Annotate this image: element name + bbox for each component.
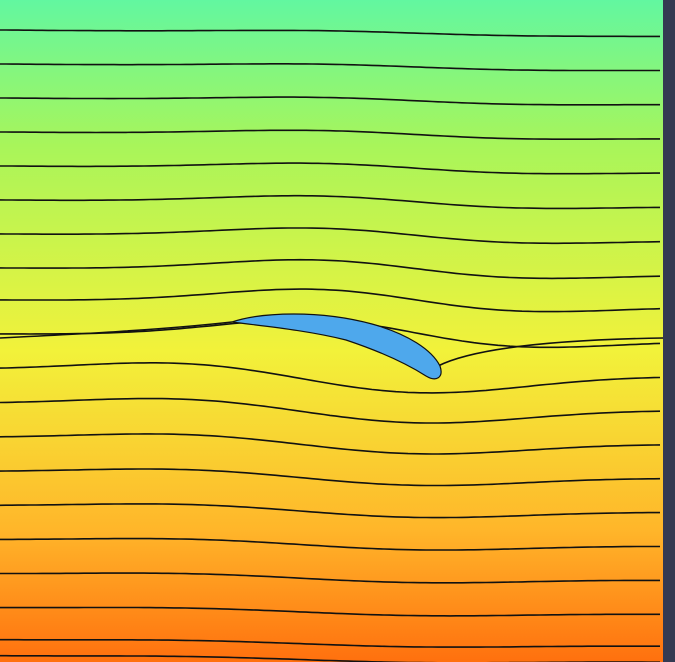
streamline-2: [0, 63, 660, 72]
streamline-5: [0, 162, 660, 175]
streamline-16: [0, 537, 660, 551]
streamline-3: [0, 96, 660, 106]
streamline-18: [0, 606, 660, 617]
airfoil-shape: [231, 313, 442, 380]
streamline-12: [0, 397, 661, 424]
streamline-6: [0, 194, 660, 210]
streamline-15: [0, 503, 660, 519]
streamline-9: [0, 288, 661, 313]
right-border-bar: [663, 0, 675, 662]
streamline-7: [0, 227, 661, 245]
streamline-20: [0, 654, 660, 662]
streamline-14: [0, 468, 661, 487]
streamline-17: [0, 572, 660, 584]
stagnation-streamline-trailing: [437, 337, 664, 367]
streamline-1: [0, 29, 660, 38]
streamline-11: [0, 362, 661, 394]
streamline-4: [0, 129, 660, 140]
streamline-8: [0, 258, 661, 280]
streamline-13: [0, 433, 661, 455]
streamline-19: [0, 638, 660, 648]
stagnation-streamline-leading: [0, 321, 233, 339]
